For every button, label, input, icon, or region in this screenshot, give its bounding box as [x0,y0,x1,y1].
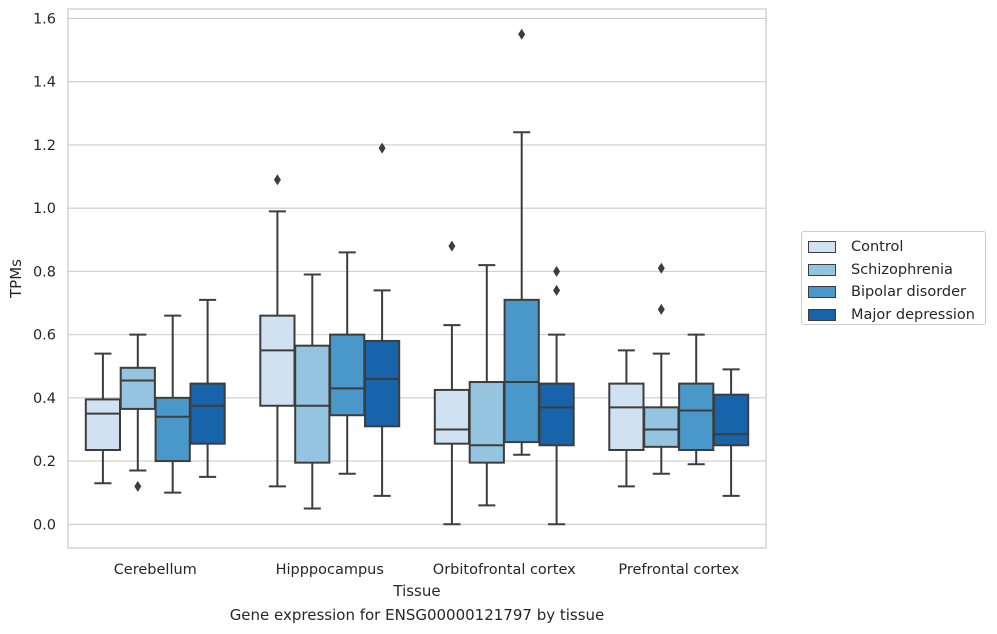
box [294,273,331,510]
box-iqr [84,398,122,451]
box [154,314,191,494]
x-axis-label: Tissue [392,582,440,600]
box-iqr [259,314,296,407]
box [712,368,750,497]
legend-item: Major depression [808,304,985,327]
box [538,265,575,526]
y-axis-ticks: 0.0 0.2 0.4 0.6 0.8 1.0 1.2 1.4 1.6 [33,11,56,533]
box [363,142,401,497]
y-tick-label: 0.8 [33,264,56,280]
box-groups [84,28,750,526]
legend-item: Bipolar disorder [808,281,985,304]
box [84,352,122,485]
outlier-point [518,28,526,40]
y-tick-label: 1.0 [33,201,56,217]
box-iqr [538,382,575,447]
category-group [259,142,401,510]
y-tick-label: 0.2 [33,454,56,470]
box-iqr [643,406,680,448]
legend-swatch [808,241,836,254]
legend-label: Bipolar disorder [851,284,966,301]
box-iqr [154,396,191,463]
box-iqr [468,381,505,464]
x-tick-label: Hipppocampus [276,562,384,578]
box-iqr [712,393,750,447]
legend-item: Control [808,236,985,259]
y-tick-label: 1.2 [33,138,56,154]
legend: Control Schizophrenia Bipolar disorder Majo… [801,231,986,325]
box-iqr [329,333,366,417]
y-tick-label: 0.4 [33,391,56,407]
box-iqr [433,388,471,445]
outlier-point [657,262,665,274]
box-iqr [678,382,715,452]
y-tick-label: 1.6 [33,11,56,27]
legend-item: Schizophrenia [808,259,985,282]
y-tick-label: 0.6 [33,328,56,344]
legend-label: Schizophrenia [851,261,953,278]
box [468,264,505,507]
outlier-point [657,303,665,315]
x-tick-label: Cerebellum [114,562,197,578]
legend-label: Control [851,239,904,256]
box-iqr [608,382,645,452]
box-iqr [119,366,156,410]
box [329,251,366,475]
y-axis-label: TPMs [7,259,25,299]
plot-frame [67,8,767,549]
box-iqr [294,344,331,464]
box-iqr [189,382,226,445]
outlier-point [448,240,456,252]
legend-label: Major depression [851,306,975,323]
legend-swatch [808,286,836,299]
box [119,333,156,492]
box-iqr [503,298,540,444]
x-tick-label: Prefrontal cortex [618,562,739,578]
outlier-point [553,265,561,277]
category-group [608,262,750,497]
outlier-point [273,174,281,186]
box [608,349,645,488]
outlier-point [553,284,561,296]
category-group [84,298,226,494]
legend-swatch [808,263,836,276]
y-tick-label: 1.4 [33,75,56,91]
legend-swatch [808,308,836,321]
box [503,28,540,456]
box [259,174,296,488]
y-tick-label: 0.0 [33,517,56,533]
box [433,240,471,526]
chart-caption: Gene expression for ENSG00000121797 by t… [229,606,605,624]
x-axis-ticks: Cerebellum Hipppocampus Orbitofrontal cort… [114,562,740,578]
category-group [433,28,575,526]
outlier-point [378,142,386,154]
box-iqr [363,339,401,428]
x-tick-label: Orbitofrontal cortex [433,562,576,578]
box [189,298,226,478]
outlier-point [134,480,142,492]
